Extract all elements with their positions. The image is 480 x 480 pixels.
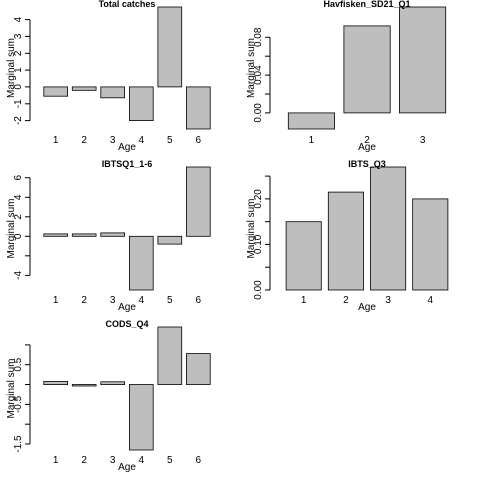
x-tick-label: 2	[81, 295, 87, 306]
bar	[71, 233, 97, 237]
bar	[370, 166, 407, 291]
x-tick-label: 3	[385, 295, 391, 306]
bar	[43, 233, 68, 237]
y-tick-label: 0.20	[253, 189, 264, 209]
chart-panel: 1 2 3 0.00 0.04 0.08 Havfisken_SD21_Q1 Age Margi…	[246, 0, 447, 153]
y-tick-label: -1.5	[13, 435, 24, 453]
x-tick-label: 5	[167, 295, 173, 306]
y-axis-title: Marginal sum	[6, 358, 17, 418]
x-axis-title: Age	[358, 142, 376, 153]
x-axis-title: Age	[118, 462, 136, 473]
chart-panel: 1 2 3 4 0.00 0.10 0.20 IBTS_Q3 Age Marginal sum	[246, 159, 449, 313]
panel-title: Havfisken_SD21_Q1	[323, 0, 410, 9]
bar	[412, 198, 449, 291]
bar	[285, 221, 322, 291]
y-tick-label: 0.10	[253, 234, 264, 254]
x-tick-label: 6	[196, 455, 202, 466]
y-tick-label: 0	[13, 84, 24, 90]
y-tick-label: 0	[13, 233, 24, 239]
chart-panel: 1 2 3 4 5 6 -2 -1 0 1 2 3 4 Total catches Age Marginal …	[6, 0, 211, 153]
x-tick-label: 2	[343, 295, 349, 306]
y-tick-label: -2	[13, 116, 24, 125]
bar	[157, 326, 183, 385]
x-tick-label: 2	[81, 455, 87, 466]
x-tick-label: 4	[139, 295, 145, 306]
bar	[327, 191, 364, 291]
x-tick-label: 1	[309, 135, 315, 146]
y-tick-label: 4	[13, 16, 24, 22]
bar	[128, 235, 154, 291]
chart-panel: 1 2 3 4 5 6 -1.5 -0.5 0.5 CODS_Q4 Age Marginal sum	[6, 319, 211, 473]
x-tick-label: 4	[139, 135, 145, 146]
bar	[100, 232, 126, 237]
bar	[157, 6, 183, 88]
y-tick-label: 2	[13, 214, 24, 220]
bar	[128, 384, 154, 451]
chart-panel: 1 2 3 4 5 6 -4 0 2 4 6 IBTSQ1_1-6 Age Marginal sum	[6, 159, 211, 313]
panel-title: Total catches	[99, 0, 156, 9]
x-axis-title: Age	[118, 142, 136, 153]
y-tick-label: 1	[13, 67, 24, 73]
y-tick-label: -4	[13, 271, 24, 280]
y-tick-label: 0.00	[253, 280, 264, 300]
x-tick-label: 3	[420, 135, 426, 146]
y-tick-label: 0.5	[13, 357, 24, 371]
y-tick-label: 0.00	[253, 103, 264, 123]
bar	[185, 166, 211, 237]
x-tick-label: 3	[110, 135, 116, 146]
x-tick-label: 5	[167, 455, 173, 466]
panel-title: IBTS_Q3	[348, 159, 386, 169]
x-tick-label: 1	[53, 295, 59, 306]
x-tick-label: 2	[81, 135, 87, 146]
y-tick-label: 4	[13, 194, 24, 200]
y-tick-label: 2	[13, 50, 24, 56]
bar	[100, 381, 126, 385]
bar	[185, 86, 211, 130]
y-tick-label: -0.5	[13, 395, 24, 413]
x-tick-label: 3	[110, 455, 116, 466]
bar	[398, 6, 447, 114]
x-tick-label: 4	[139, 455, 145, 466]
bar	[128, 86, 154, 122]
bar	[157, 235, 183, 245]
y-axis-title: Marginal sum	[246, 198, 257, 258]
bar	[71, 86, 97, 91]
bar	[185, 353, 211, 385]
x-axis-title: Age	[358, 302, 376, 313]
panel-title: CODS_Q4	[105, 319, 148, 329]
y-tick-label: 0.04	[253, 65, 264, 85]
x-tick-label: 5	[167, 135, 173, 146]
bar	[287, 112, 335, 130]
x-tick-label: 1	[53, 135, 59, 146]
x-tick-label: 3	[110, 295, 116, 306]
y-axis-title: Marginal sum	[6, 198, 17, 258]
y-tick-label: 6	[13, 174, 24, 180]
bar	[100, 86, 126, 99]
y-tick-label: 3	[13, 33, 24, 39]
y-axis-title: Marginal sum	[6, 38, 17, 98]
y-axis-title: Marginal sum	[246, 38, 257, 98]
panel-title: IBTSQ1_1-6	[102, 159, 153, 169]
bar	[71, 384, 97, 387]
x-axis-title: Age	[118, 302, 136, 313]
x-tick-label: 4	[428, 295, 434, 306]
x-tick-label: 6	[196, 295, 202, 306]
x-tick-label: 1	[53, 455, 59, 466]
y-tick-label: 0.08	[253, 27, 264, 47]
x-tick-label: 1	[301, 295, 307, 306]
bar	[343, 25, 391, 114]
x-tick-label: 6	[196, 135, 202, 146]
bar	[43, 86, 68, 97]
bar	[43, 380, 68, 385]
y-tick-label: -1	[13, 99, 24, 108]
x-tick-label: 2	[364, 135, 370, 146]
